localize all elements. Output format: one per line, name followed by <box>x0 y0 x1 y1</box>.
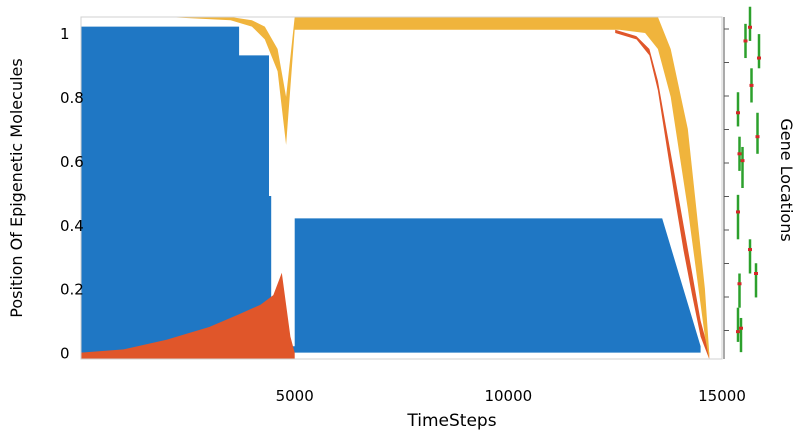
gene-location-marker <box>736 330 740 334</box>
gene-locations-label: Gene Locations <box>777 118 796 241</box>
gene-location-marker <box>754 272 758 275</box>
gene-location-marker <box>748 25 752 29</box>
y-tick-labels: 0 0.2 0.4 0.6 0.8 1 <box>60 25 84 363</box>
plot-frame <box>80 16 723 360</box>
gene-location-marker <box>748 248 752 252</box>
y-tick-label: 0.6 <box>60 153 84 171</box>
gene-locations-axis <box>723 17 729 359</box>
y-tick-label: 0.8 <box>60 89 84 107</box>
plot-area <box>81 17 722 360</box>
gene-location-marker <box>749 83 754 87</box>
gene-location-marker <box>736 210 740 214</box>
gene-location-marker <box>757 56 761 60</box>
x-tick-label: 5000 <box>276 387 314 405</box>
y-axis-label: Position Of Epigenetic Molecules <box>7 58 26 317</box>
gene-location-marker <box>740 159 745 163</box>
x-tick-labels: 5000 10000 15000 <box>276 387 746 405</box>
series-area-orange-1 <box>81 272 295 359</box>
gene-location-marker <box>755 135 760 139</box>
y-tick-label: 0 <box>60 345 70 363</box>
y-tick-label: 1 <box>60 25 70 43</box>
gene-location-marker <box>739 326 743 330</box>
x-tick-label: 10000 <box>484 387 532 405</box>
gene-location-marker <box>737 152 742 156</box>
gene-location-markers <box>736 6 761 353</box>
gene-location-marker <box>743 39 748 43</box>
y-tick-label: 0.4 <box>60 217 84 235</box>
series-area-blue-0 <box>81 26 722 353</box>
x-tick-label: 15000 <box>698 387 746 405</box>
y-tick-label: 0.2 <box>60 281 84 299</box>
gene-location-marker <box>737 282 742 286</box>
series-area-orange-2 <box>615 29 710 360</box>
x-axis-label: TimeSteps <box>406 411 496 430</box>
gene-location-marker <box>736 111 740 115</box>
